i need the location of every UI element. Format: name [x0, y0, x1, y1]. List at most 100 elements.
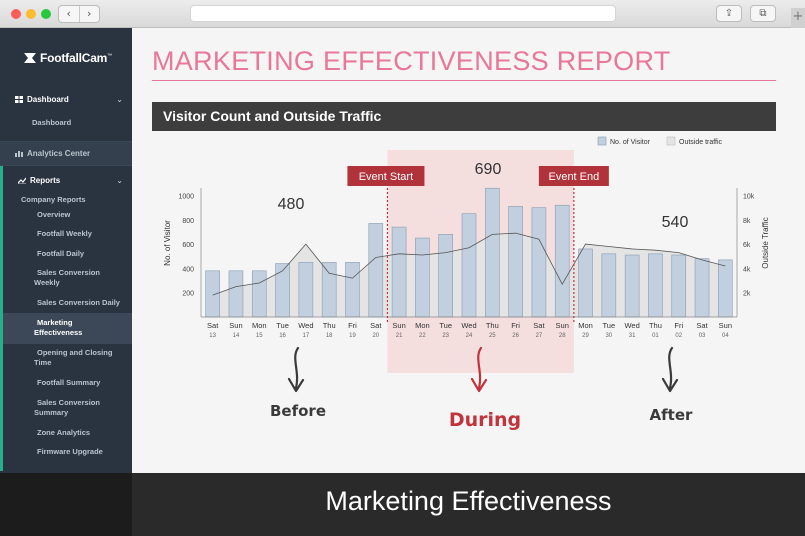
x-tick-date: 04	[722, 333, 729, 339]
visitor-bar	[624, 254, 640, 318]
section-title: Visitor Count and Outside Traffic	[163, 108, 382, 124]
event-end-label: Event End	[548, 171, 599, 183]
x-tick-date: 22	[419, 333, 426, 339]
x-tick-date: 29	[582, 333, 589, 339]
x-tick-day: Mon	[578, 321, 593, 330]
y-tick-label: 400	[182, 266, 194, 273]
x-tick-date: 30	[605, 333, 612, 339]
sidebar-item-marketing-effectiveness[interactable]: Marketing Effectiveness	[34, 318, 83, 337]
sidebar-item-footfall-daily[interactable]: Footfall Daily	[37, 249, 85, 258]
logo-text: FootfallCam	[40, 51, 108, 65]
x-tick-day: Fri	[511, 321, 520, 330]
section-header: Visitor Count and Outside Traffic	[152, 102, 776, 131]
x-tick-day: Thu	[323, 321, 336, 330]
sidebar-item-dashboard[interactable]: Dashboard	[32, 118, 72, 127]
during-value: 690	[475, 161, 502, 178]
address-bar[interactable]	[190, 5, 616, 22]
active-item-highlight	[3, 313, 132, 344]
x-tick-day: Mon	[252, 321, 267, 330]
during-arrow-icon	[477, 346, 483, 390]
sidebar-item-opening-closing-time[interactable]: Opening and Closing Time	[34, 348, 113, 367]
x-tick-day: Sun	[392, 321, 405, 330]
x-tick-date: 19	[349, 333, 356, 339]
sidebar-section-reports[interactable]: Reports ⌄	[0, 176, 132, 185]
x-tick-date: 28	[559, 333, 566, 339]
visitor-bar	[275, 263, 290, 318]
visitor-bar	[368, 223, 384, 318]
x-tick-day: Sun	[719, 321, 732, 330]
x-tick-day: Sat	[533, 321, 545, 330]
x-tick-day: Fri	[348, 321, 357, 330]
x-tick-date: 03	[699, 333, 706, 339]
x-tick-date: 21	[396, 333, 403, 339]
y-right-tick-label: 4k	[743, 266, 751, 273]
x-tick-date: 24	[466, 333, 473, 339]
visitor-bar	[694, 258, 710, 318]
visitor-bar	[508, 206, 523, 318]
history-nav: ‹ ›	[58, 5, 100, 23]
sidebar-section-analytics-center[interactable]: Analytics Center	[0, 149, 132, 158]
before-label: Before	[270, 402, 326, 420]
sidebar-item-overview[interactable]: Overview	[37, 210, 71, 219]
share-button[interactable]: ⇪	[716, 5, 742, 22]
sidebar-section-label: Analytics Center	[27, 149, 91, 158]
tabs-overview-button[interactable]: ⧉	[750, 5, 776, 22]
sidebar-section-label: Reports	[30, 176, 61, 185]
y-tick-label: 1000	[178, 194, 194, 201]
sidebar-item-footfall-weekly[interactable]: Footfall Weekly	[37, 229, 92, 238]
event-start-badge	[347, 166, 425, 186]
sidebar-item-sales-conversion-weekly[interactable]: Sales Conversion Weekly	[34, 268, 100, 287]
sidebar-section-dashboard[interactable]: Dashboard ⌄	[0, 95, 132, 104]
x-tick-day: Wed	[298, 321, 313, 330]
legend-traffic-label: Outside traffic	[679, 139, 723, 146]
visitor-bar	[718, 259, 733, 318]
sidebar-item-footfall-summary[interactable]: Footfall Summary	[37, 378, 101, 387]
x-tick-date: 16	[279, 333, 286, 339]
line-chart-icon	[18, 177, 26, 184]
grid-icon	[15, 96, 23, 103]
y-right-tick-label: 6k	[743, 242, 751, 249]
x-tick-day: Sun	[556, 321, 569, 330]
minimize-window-button[interactable]	[26, 9, 36, 19]
report-title: MARKETING EFFECTIVENESS REPORT	[152, 46, 671, 76]
x-tick-date: 20	[372, 333, 379, 339]
before-arrow-icon-head	[287, 377, 305, 393]
footfallcam-logo-icon	[24, 53, 36, 63]
during-label: During	[449, 409, 521, 431]
new-tab-button[interactable]: +	[791, 8, 805, 28]
y-right-tick-label: 8k	[743, 218, 751, 225]
maximize-window-button[interactable]	[41, 9, 51, 19]
event-end-badge	[538, 166, 609, 186]
x-tick-date: 25	[489, 333, 496, 339]
sidebar-item-sales-conversion-summary[interactable]: Sales Conversion Summary	[34, 398, 100, 417]
visitor-bar	[345, 262, 360, 318]
visitor-bar	[321, 262, 337, 318]
chevron-down-icon: ⌄	[116, 176, 123, 185]
x-tick-date: 02	[675, 333, 682, 339]
after-arrow-icon-head	[661, 377, 679, 393]
sidebar-group-company-reports[interactable]: Company Reports	[21, 195, 86, 204]
x-tick-date: 31	[629, 333, 636, 339]
close-window-button[interactable]	[11, 9, 21, 19]
x-tick-date: 01	[652, 333, 659, 339]
sidebar-item-sales-conversion-daily[interactable]: Sales Conversion Daily	[37, 298, 120, 307]
back-button[interactable]: ‹	[66, 7, 71, 20]
forward-button[interactable]: ›	[78, 6, 100, 22]
sidebar-section-label: Dashboard	[27, 95, 69, 104]
bar-chart-icon	[15, 151, 23, 157]
visitor-bar	[485, 187, 500, 318]
chevron-down-icon: ⌄	[116, 95, 123, 104]
visitor-bar	[205, 270, 220, 318]
visitor-bar	[601, 253, 617, 318]
y-right-tick-label: 10k	[743, 194, 755, 201]
visitor-traffic-chart: 200 400 600 800 1000 2k 4k 6k 8k 10k No. of Visito…	[163, 136, 770, 431]
visitor-bar	[228, 270, 244, 318]
y-right-axis-label: Outside Traffic	[761, 217, 770, 268]
x-tick-day: Thu	[486, 321, 499, 330]
x-tick-day: Tue	[439, 321, 452, 330]
logo[interactable]: FootfallCam™	[24, 51, 112, 65]
sidebar-item-zone-analytics[interactable]: Zone Analytics	[37, 428, 91, 437]
after-label: After	[650, 406, 693, 424]
sidebar-item-firmware-upgrade[interactable]: Firmware Upgrade	[37, 447, 103, 456]
during-arrow-icon-head	[470, 377, 488, 393]
